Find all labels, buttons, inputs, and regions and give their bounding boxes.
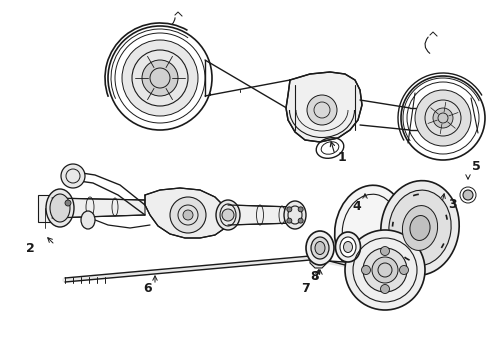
Ellipse shape xyxy=(343,242,352,252)
Text: 9: 9 xyxy=(365,266,374,279)
Circle shape xyxy=(306,95,336,125)
Text: 7: 7 xyxy=(300,282,309,295)
Ellipse shape xyxy=(310,237,328,259)
Circle shape xyxy=(361,265,370,274)
Circle shape xyxy=(432,108,452,128)
Polygon shape xyxy=(309,248,325,268)
Circle shape xyxy=(298,207,303,212)
Ellipse shape xyxy=(284,201,305,229)
Ellipse shape xyxy=(380,181,458,275)
Circle shape xyxy=(142,60,178,96)
Circle shape xyxy=(380,247,389,256)
Circle shape xyxy=(222,209,234,221)
Polygon shape xyxy=(52,198,145,218)
Ellipse shape xyxy=(402,206,437,251)
Circle shape xyxy=(462,190,472,200)
Polygon shape xyxy=(285,72,361,142)
Ellipse shape xyxy=(334,185,405,275)
Ellipse shape xyxy=(305,231,333,265)
Text: 2: 2 xyxy=(25,242,34,255)
Ellipse shape xyxy=(50,194,70,222)
Ellipse shape xyxy=(388,190,450,266)
Polygon shape xyxy=(38,195,52,222)
Circle shape xyxy=(65,200,71,206)
Ellipse shape xyxy=(216,200,240,230)
Text: 4: 4 xyxy=(351,200,360,213)
Circle shape xyxy=(414,90,470,146)
Text: 3: 3 xyxy=(447,198,456,211)
Circle shape xyxy=(399,265,407,274)
Text: 1: 1 xyxy=(337,152,346,165)
Circle shape xyxy=(61,164,85,188)
Ellipse shape xyxy=(46,189,74,227)
Circle shape xyxy=(371,257,397,283)
Ellipse shape xyxy=(339,237,355,257)
Circle shape xyxy=(362,248,406,292)
Ellipse shape xyxy=(81,211,95,229)
Circle shape xyxy=(380,284,389,293)
Text: 8: 8 xyxy=(310,270,319,283)
Circle shape xyxy=(286,218,291,223)
Ellipse shape xyxy=(314,242,325,255)
Circle shape xyxy=(170,197,205,233)
Ellipse shape xyxy=(335,232,360,262)
Circle shape xyxy=(183,210,193,220)
Circle shape xyxy=(122,40,198,116)
Polygon shape xyxy=(145,188,227,238)
Circle shape xyxy=(345,230,424,310)
Text: 6: 6 xyxy=(143,282,152,295)
Ellipse shape xyxy=(409,216,429,240)
Circle shape xyxy=(298,218,303,223)
Text: 5: 5 xyxy=(471,160,480,173)
Polygon shape xyxy=(227,205,294,225)
Circle shape xyxy=(286,207,291,212)
